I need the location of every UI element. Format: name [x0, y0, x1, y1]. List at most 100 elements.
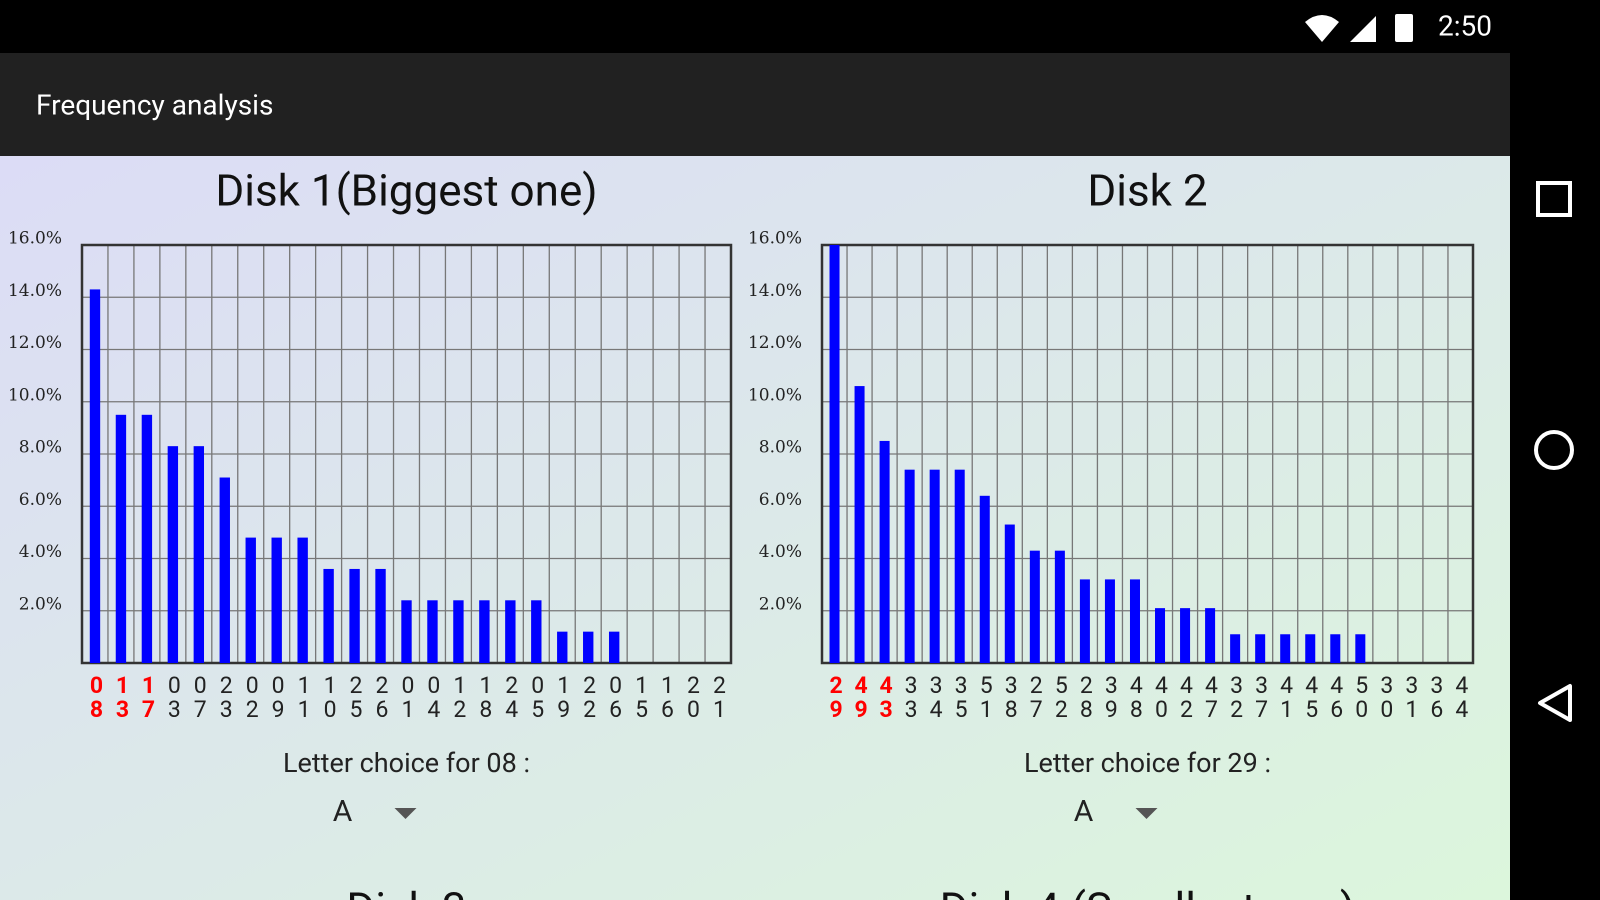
x-tick-label: 10 [317, 672, 344, 720]
x-tick-label: 30 [1373, 672, 1400, 720]
bar [954, 469, 965, 663]
y-tick-label: 8.0% [759, 438, 802, 458]
bar [1079, 579, 1090, 663]
bar [1330, 634, 1341, 663]
x-tick-label: 22 [576, 672, 603, 720]
x-tick-label: 34 [923, 672, 950, 720]
y-tick-label: 6.0% [19, 490, 62, 510]
choice-label: Letter choice for 08 : [283, 747, 530, 779]
bar [531, 600, 542, 663]
plot-frame [820, 243, 1475, 665]
x-tick-label: 21 [706, 672, 733, 720]
signal-icon [1350, 16, 1376, 42]
x-tick-label: 11 [291, 672, 318, 720]
bar [297, 537, 308, 663]
x-tick-label: 15 [628, 672, 655, 720]
y-tick-label: 10.0% [8, 385, 62, 405]
bar [427, 600, 438, 663]
bar [323, 568, 334, 663]
x-tick-label: 28 [1073, 672, 1100, 720]
dropdown-caret[interactable] [394, 808, 417, 819]
bar [401, 600, 412, 663]
back-button[interactable] [1538, 684, 1572, 722]
bar [245, 537, 256, 663]
x-tick-label: 42 [1173, 672, 1200, 720]
bar [1155, 608, 1166, 663]
bar [979, 495, 990, 663]
x-tick-label: 41 [1273, 672, 1300, 720]
bar [1004, 524, 1015, 663]
bar [929, 469, 940, 663]
y-tick-label: 8.0% [19, 438, 62, 458]
bar [479, 600, 490, 663]
x-tick-label: 35 [948, 672, 975, 720]
bar [879, 440, 890, 663]
choice-dropdown[interactable]: A [1074, 794, 1094, 829]
choice-label: Letter choice for 29 : [1024, 747, 1271, 779]
bar [89, 289, 101, 663]
bar [1104, 579, 1115, 663]
y-tick-label: 14.0% [8, 281, 62, 301]
x-tick-label: 25 [343, 672, 370, 720]
chart-title: Disk 1(Biggest one) [215, 165, 597, 217]
bar [167, 446, 179, 663]
x-tick-label: 20 [680, 672, 707, 720]
bar [141, 414, 153, 663]
x-tick-label: 24 [498, 672, 525, 720]
x-tick-label: 49 [847, 672, 874, 720]
x-tick-label: 40 [1148, 672, 1175, 720]
y-tick-label: 16.0% [748, 229, 802, 249]
choice-dropdown[interactable]: A [333, 794, 353, 829]
bar [1280, 634, 1291, 663]
bar [583, 631, 594, 663]
x-tick-label: 13 [109, 672, 136, 720]
bar [1205, 608, 1216, 663]
recents-button[interactable] [1536, 181, 1572, 217]
bar [1305, 634, 1316, 663]
bar [1230, 634, 1241, 663]
chart-title: Disk 2 [1087, 165, 1207, 217]
charts: Disk 1(Biggest one) 2.0% 4.0% 6.0% 8.0% 10.0%… [8, 165, 1475, 900]
bar [349, 568, 360, 663]
wifi-icon [1305, 15, 1339, 42]
x-tick-label: 23 [213, 672, 240, 720]
y-tick-label: 12.0% [748, 333, 802, 353]
x-tick-label: 26 [368, 672, 395, 720]
bar [115, 414, 127, 663]
y-tick-label: 2.0% [19, 594, 62, 614]
bar [505, 600, 516, 663]
home-button[interactable] [1534, 430, 1574, 470]
bar [829, 245, 840, 663]
bar [193, 446, 205, 663]
y-tick-label: 12.0% [8, 333, 62, 353]
content [0, 156, 1510, 900]
x-tick-label: 44 [1448, 672, 1475, 720]
y-tick-label: 4.0% [19, 542, 62, 562]
clock: 2:50 [1438, 9, 1492, 42]
nav-bar [1510, 53, 1600, 900]
y-tick-label: 16.0% [8, 229, 62, 249]
x-tick-label: 48 [1123, 672, 1150, 720]
x-tick-label: 32 [1223, 672, 1250, 720]
x-tick-label: 50 [1348, 672, 1375, 720]
x-tick-label: 03 [161, 672, 188, 720]
bar [1180, 608, 1191, 663]
bar [608, 631, 620, 663]
x-tick-label: 38 [998, 672, 1025, 720]
y-tick-label: 2.0% [759, 594, 802, 614]
x-tick-label: 51 [973, 672, 1000, 720]
x-tick-label: 16 [654, 672, 681, 720]
bar [375, 568, 386, 663]
y-tick-label: 10.0% [748, 385, 802, 405]
x-tick-label: 02 [239, 672, 266, 720]
x-tick-label: 01 [394, 672, 421, 720]
battery-icon [1395, 14, 1413, 42]
dropdown-caret[interactable] [1135, 808, 1158, 819]
bar [453, 600, 464, 663]
x-tick-label: 04 [420, 672, 447, 720]
x-tick-label: 07 [187, 672, 214, 720]
bar [271, 537, 282, 663]
bar [219, 477, 230, 663]
